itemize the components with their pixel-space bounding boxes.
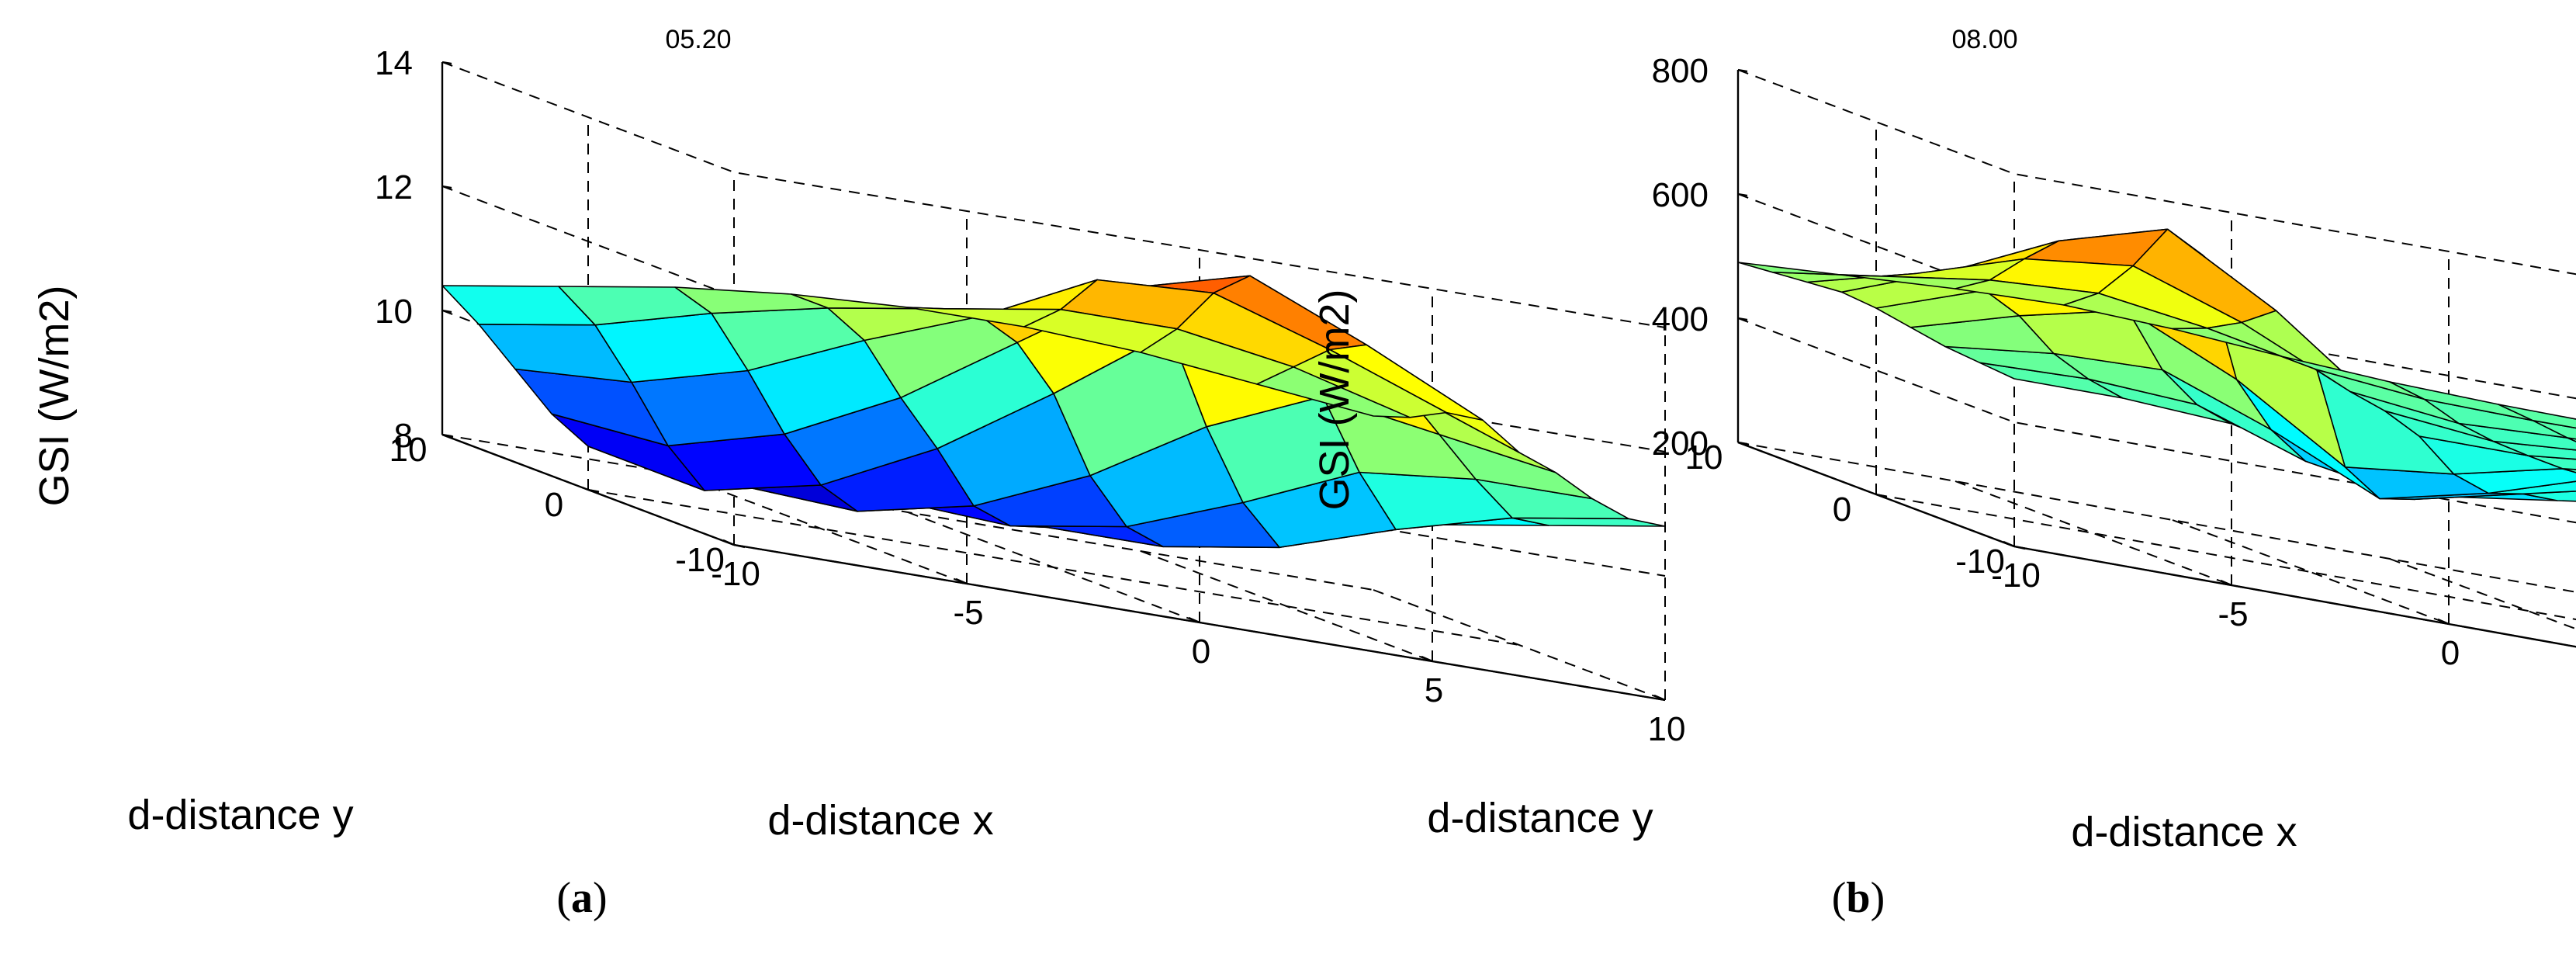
x-tick-label: -10 xyxy=(1991,557,2041,595)
surface xyxy=(1737,228,2576,502)
y-axis-label: d-distance y xyxy=(127,792,353,838)
z-tick-label: 12 xyxy=(375,168,413,206)
z-tick-label: 200 xyxy=(1652,425,1709,463)
grid-line xyxy=(2172,519,2450,625)
x-tick-label: -5 xyxy=(2218,595,2248,633)
y-tick-mark xyxy=(587,488,600,494)
x-tick-label: 0 xyxy=(2441,634,2460,672)
z-tick-label: 800 xyxy=(1652,52,1709,90)
surface-face xyxy=(2492,440,2576,460)
grid-line xyxy=(1737,69,2576,276)
z-tick-label: 8 xyxy=(394,417,413,455)
grid-line xyxy=(1737,193,2576,400)
grid-line xyxy=(587,489,1520,646)
x-tick-mark xyxy=(722,539,735,546)
z-tick-mark xyxy=(1737,68,1748,73)
x-tick-label: 5 xyxy=(1425,671,1443,709)
y-tick-label: 10 xyxy=(1685,439,1723,477)
surface-face xyxy=(2532,419,2576,440)
y-tick-label: 0 xyxy=(1833,491,1851,529)
x-tick-mark xyxy=(1653,694,1666,702)
surface-face xyxy=(1737,262,1882,277)
z-tick-mark xyxy=(441,309,452,314)
z-tick-mark xyxy=(1737,317,1748,321)
grid-line xyxy=(1737,317,2576,524)
chart-title: 05.20 xyxy=(665,25,731,54)
x-tick-label: -5 xyxy=(953,594,983,632)
grid-line xyxy=(1955,480,2232,586)
panel-caption: (b) xyxy=(1832,874,1885,922)
x-axis-label: d-distance x xyxy=(767,797,993,844)
z-axis-label: GSI (W/m2) xyxy=(31,286,78,507)
x-tick-label: 10 xyxy=(1648,710,1686,748)
labels: 08.00 GSI (W/m2) d-distance y d-distance x (… xyxy=(1311,25,2297,922)
y-axis-label: d-distance y xyxy=(1427,795,1653,841)
z-tick-label: 10 xyxy=(375,293,413,331)
y-tick-label: -10 xyxy=(1955,543,2005,581)
z-tick-mark xyxy=(441,61,452,65)
y-tick-mark xyxy=(441,433,454,439)
z-axis-label: GSI (W/m2) xyxy=(1311,290,1358,511)
x-tick-mark xyxy=(2220,579,2232,587)
x-tick-mark xyxy=(1421,655,1433,663)
x-axis-label: d-distance x xyxy=(2071,809,2297,855)
y-tick-mark xyxy=(1737,441,1750,446)
panel-b: 200 400 600 800 -10 0 10 -10 -5 0 5 10 08.00 GSI (W/m… xyxy=(1311,25,2576,922)
x-tick-mark xyxy=(2437,618,2450,626)
grid-line xyxy=(441,434,1374,591)
grid-line xyxy=(2389,558,2576,630)
grid-line xyxy=(1373,589,1666,701)
x-tick-mark xyxy=(955,577,968,585)
labels: 05.20 GSI (W/m2) d-distance y d-distance x (… xyxy=(31,25,994,922)
y-tick-mark xyxy=(733,543,746,549)
z-tick-mark xyxy=(441,185,452,189)
grid-line xyxy=(2013,546,2576,648)
grid-line xyxy=(441,61,1666,328)
surface xyxy=(441,275,1666,549)
surface-face xyxy=(2527,455,2576,470)
x-tick-label: -10 xyxy=(711,555,760,593)
panel-caption: (a) xyxy=(556,874,607,922)
surface-face xyxy=(1256,366,1411,418)
z-tick-label: 600 xyxy=(1652,176,1709,214)
x-axis-line xyxy=(2013,545,2576,648)
z-tick-mark xyxy=(1737,192,1748,197)
y-tick-mark xyxy=(2013,545,2026,550)
surface-face xyxy=(2498,404,2576,429)
x-tick-label: 0 xyxy=(1192,633,1210,671)
z-tick-label: 400 xyxy=(1652,300,1709,338)
x-tick-mark xyxy=(2003,540,2015,548)
grid-line xyxy=(1737,442,2576,593)
x-tick-mark xyxy=(1188,616,1200,624)
chart-title: 08.00 xyxy=(1951,25,2017,54)
y-tick-mark xyxy=(1875,493,1888,498)
y-tick-label: 0 xyxy=(545,486,563,524)
y-tick-label: 10 xyxy=(390,431,428,469)
z-tick-label: 14 xyxy=(375,44,413,82)
grid-line xyxy=(674,473,968,584)
y-tick-label: -10 xyxy=(675,541,725,579)
